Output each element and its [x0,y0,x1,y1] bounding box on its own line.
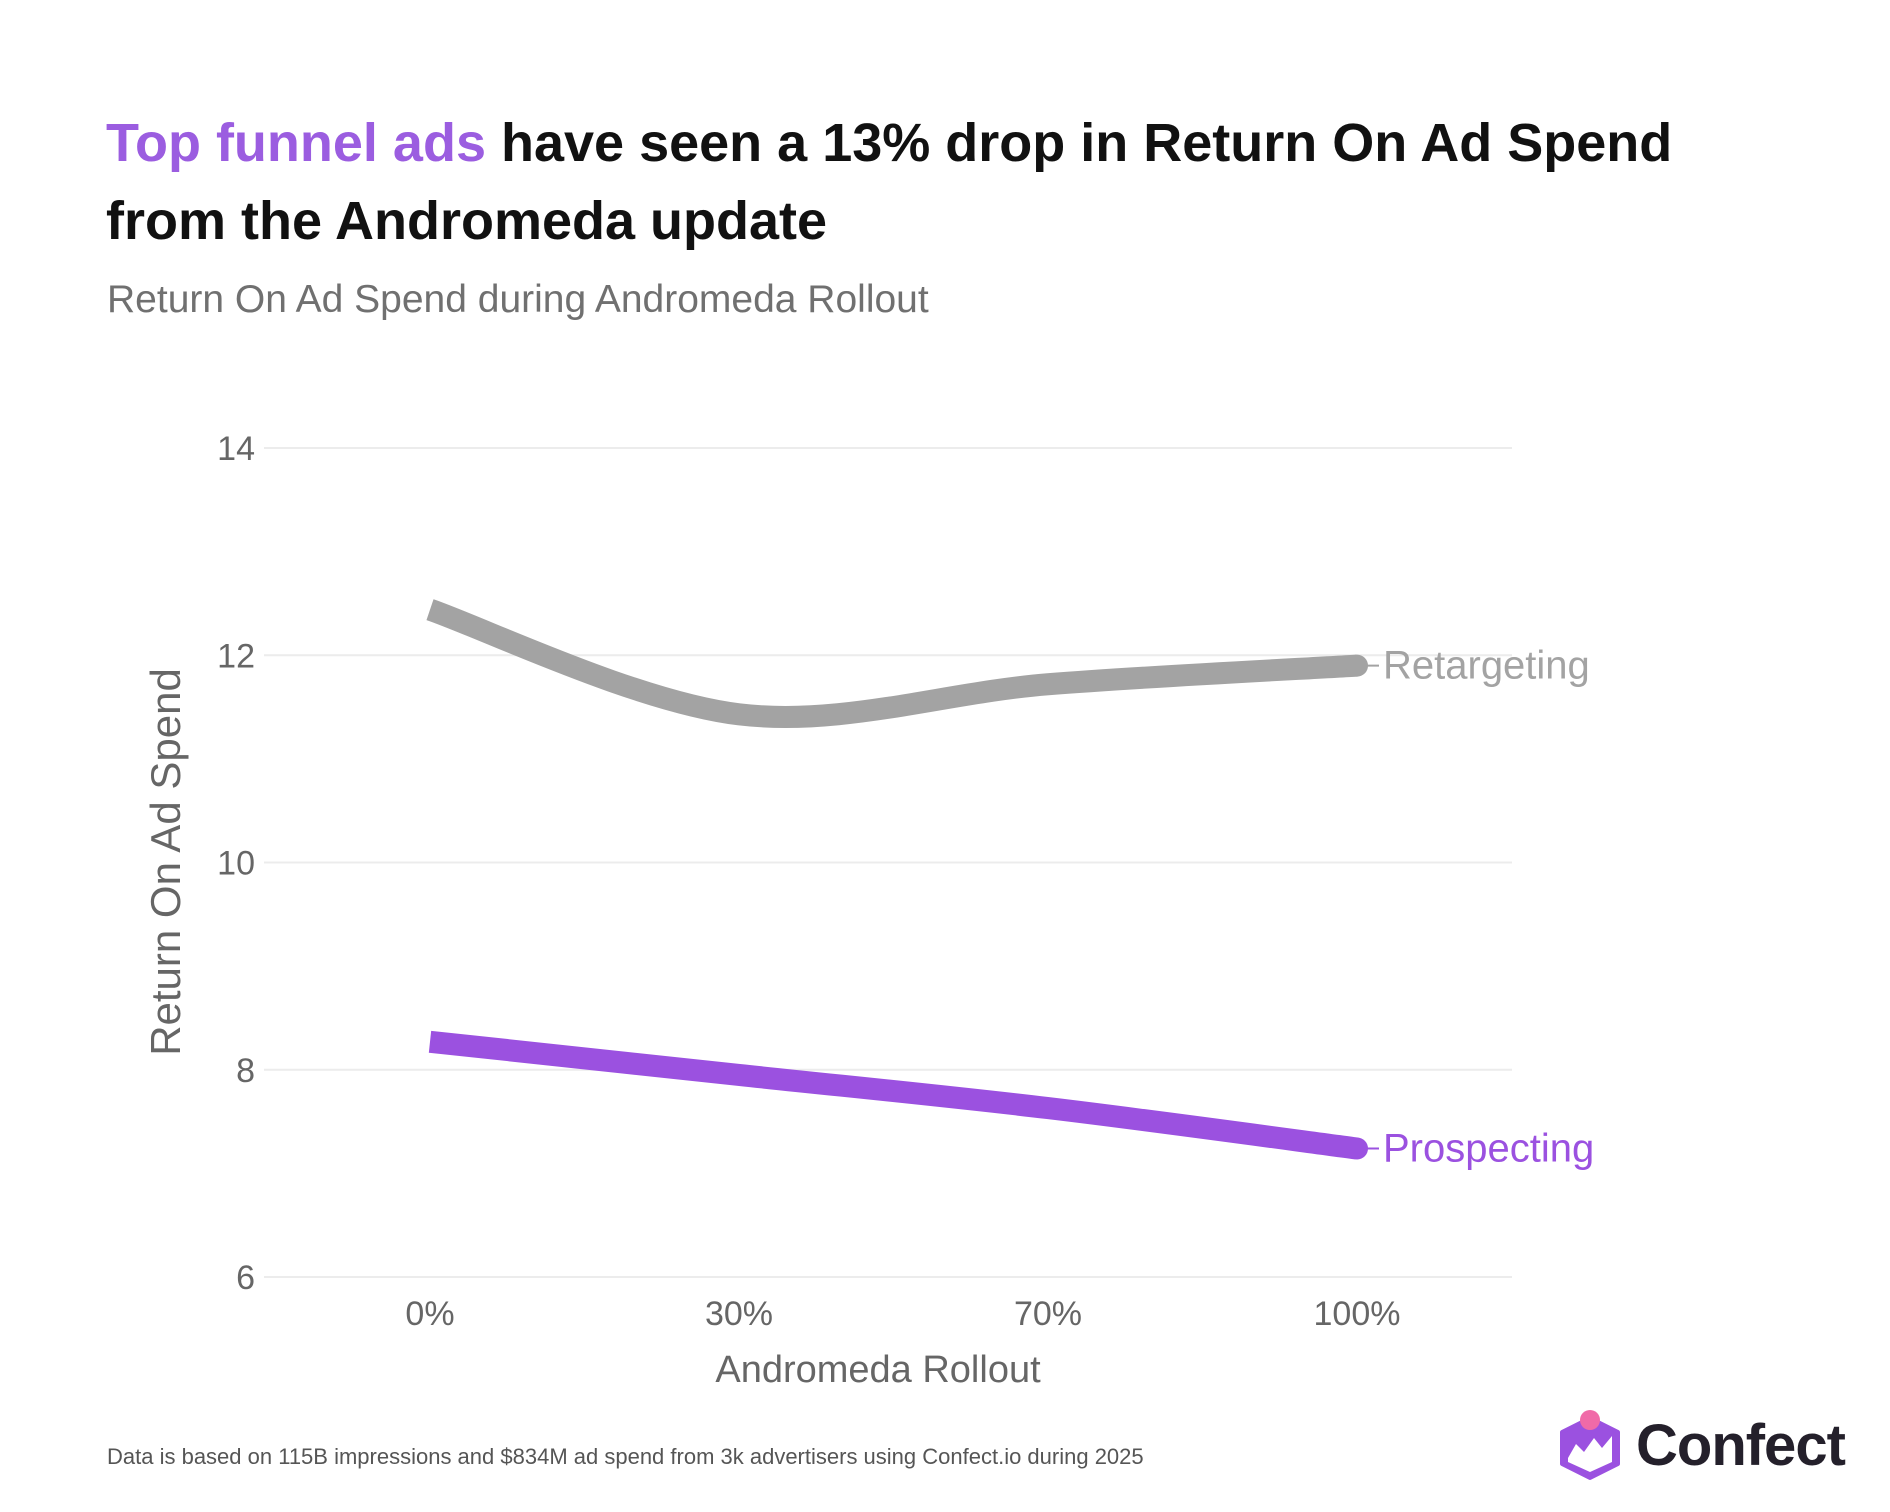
x-axis-label: Andromeda Rollout [715,1349,1041,1391]
x-tick-label: 30% [705,1295,773,1333]
series-line-prospecting [428,1030,1359,1160]
series-end-prospecting [1346,1137,1368,1160]
y-tick-label: 10 [217,845,255,883]
y-tick-label: 14 [217,430,255,468]
x-tick-label: 0% [405,1295,454,1333]
line-chart: 6 8 10 12 14 0% 30% 70% 100% Andromeda Rollout Ret… [142,430,1594,1391]
chart-subtitle: Return On Ad Spend during Andromeda Roll… [107,278,929,321]
series-line-retargeting [426,599,1358,728]
y-tick-label: 6 [236,1259,255,1297]
chart-title: Top funnel ads have seen a 13% drop in R… [106,104,1706,260]
footer-note: Data is based on 115B impressions and $8… [107,1444,1144,1469]
title-rest: have seen a 13% drop in Return On Ad Spe… [106,113,1673,251]
confect-logo-icon [1560,1410,1620,1480]
x-tick-label: 70% [1014,1295,1082,1333]
series-label-prospecting: Prospecting [1383,1127,1594,1171]
y-tick-label: 8 [236,1052,255,1090]
title-highlight: Top funnel ads [106,113,486,173]
y-tick-label: 12 [217,637,255,675]
y-axis-label: Return On Ad Spend [142,668,189,1056]
series-label-retargeting: Retargeting [1383,644,1590,688]
confect-logo: Confect [1558,1408,1846,1482]
logo-text: Confect [1636,1412,1846,1478]
series-end-retargeting [1346,654,1368,677]
x-tick-label: 100% [1314,1295,1401,1333]
